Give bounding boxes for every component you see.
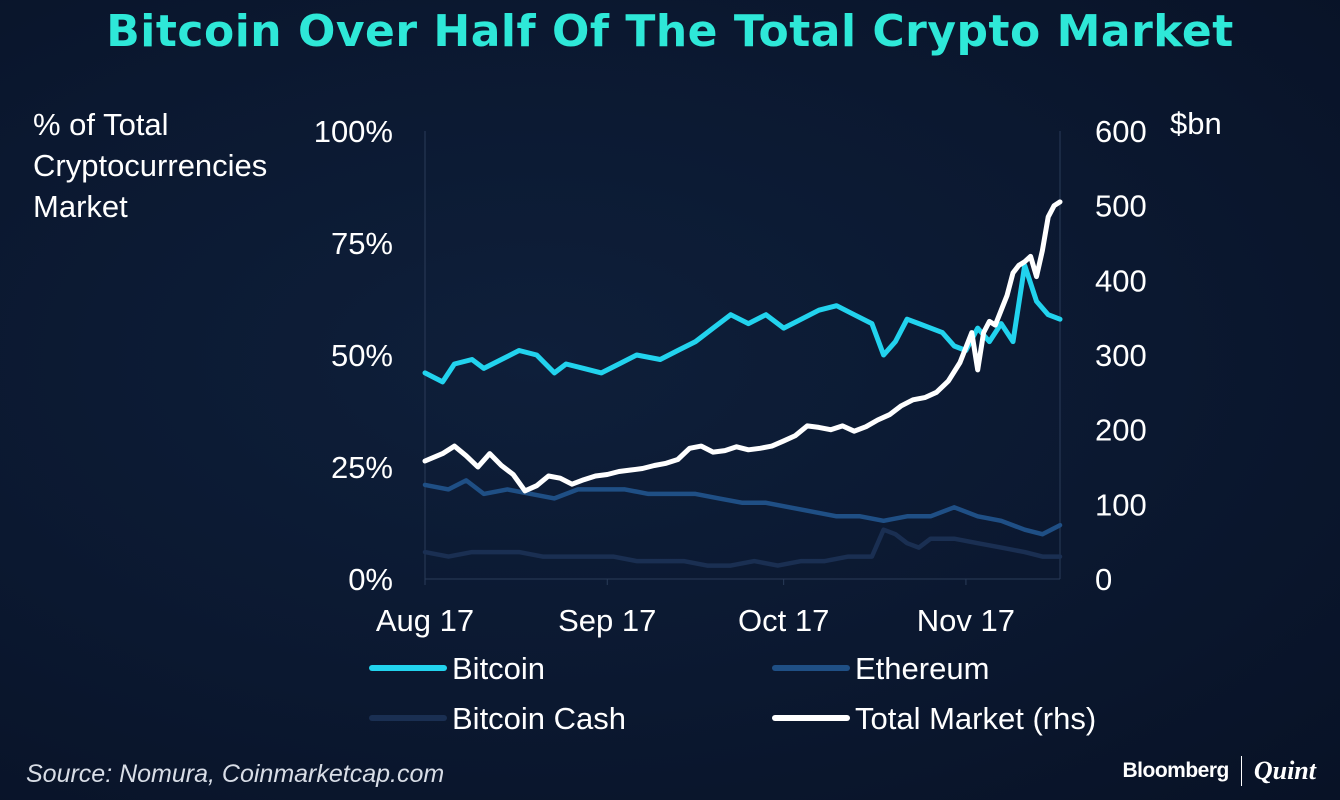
y-right-tick-label: 100 [1095, 487, 1147, 522]
plot-frame [424, 131, 1061, 580]
x-tick-label: Sep 17 [558, 603, 656, 638]
x-tick-label: Oct 17 [738, 603, 829, 638]
ticks-layer: 0% 25% 50% 75% 100% 0 100 200 300 400 500 600 Aug 17… [314, 114, 1147, 638]
ethereum-line [422, 478, 1063, 537]
y-right-tick-label: 0 [1095, 562, 1112, 597]
y-right-tick-label: 200 [1095, 413, 1147, 448]
legend-label-bitcoin: Bitcoin [452, 651, 545, 686]
legend: Bitcoin Ethereum Bitcoin Cash Total Market … [369, 651, 1096, 736]
bitcoin-line [422, 262, 1063, 385]
y-left-tick-label: 100% [314, 114, 393, 149]
y-right-tick-label: 600 [1095, 114, 1147, 149]
y-left-tick-label: 50% [331, 338, 393, 373]
source-note: Source: Nomura, Coinmarketcap.com [26, 760, 445, 788]
bitcoin-cash-line [422, 527, 1063, 568]
y-right-tick-label: 500 [1095, 189, 1147, 224]
chart-title: Bitcoin Over Half Of The Total Crypto Ma… [106, 6, 1234, 57]
logo-brand: Bloomberg [1122, 759, 1230, 782]
y-left-tick-label: 25% [331, 450, 393, 485]
y-right-tick-label: 300 [1095, 338, 1147, 373]
y-right-tick-label: 400 [1095, 263, 1147, 298]
total-market-line [422, 199, 1063, 494]
x-tick-label: Aug 17 [376, 603, 474, 638]
y-left-tick-label: 0% [348, 562, 393, 597]
legend-label-total-market: Total Market (rhs) [855, 701, 1096, 736]
y-left-tick-label: 75% [331, 226, 393, 261]
series-layer [422, 199, 1063, 568]
right-axis-title: $bn [1170, 106, 1222, 141]
x-tick-label: Nov 17 [917, 603, 1015, 638]
logo-divider [1240, 756, 1242, 786]
publisher-logo: Bloomberg Quint [1122, 756, 1316, 786]
logo-partner: Quint [1253, 756, 1316, 785]
legend-label-ethereum: Ethereum [855, 651, 989, 686]
legend-label-bitcoin-cash: Bitcoin Cash [452, 701, 626, 736]
left-axis-title: % of Total Cryptocurrencies Market [33, 107, 268, 224]
